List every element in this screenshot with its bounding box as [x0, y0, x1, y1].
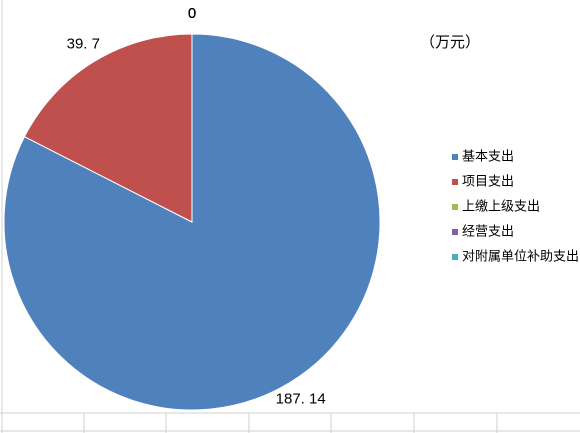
legend-swatch — [452, 204, 458, 210]
legend-swatch — [452, 154, 458, 160]
legend-label: 经营支出 — [462, 223, 514, 238]
sheet-grid — [0, 412, 580, 433]
legend-label: 项目支出 — [462, 173, 514, 188]
data-label: 0 — [188, 5, 196, 22]
data-label: 0 — [188, 5, 196, 22]
data-label: 39. 7 — [67, 36, 100, 53]
legend-swatch — [452, 254, 458, 260]
data-label: 0 — [188, 5, 196, 22]
data-label: 187. 14 — [276, 390, 326, 407]
unit-annotation: （万元） — [420, 34, 480, 51]
legend-swatch — [452, 229, 458, 235]
legend-label: 对附属单位补助支出 — [462, 248, 579, 263]
legend-label: 上缴上级支出 — [462, 198, 540, 213]
legend-swatch — [452, 179, 458, 185]
legend-label: 基本支出 — [462, 148, 514, 163]
pie-slice — [23, 33, 193, 223]
